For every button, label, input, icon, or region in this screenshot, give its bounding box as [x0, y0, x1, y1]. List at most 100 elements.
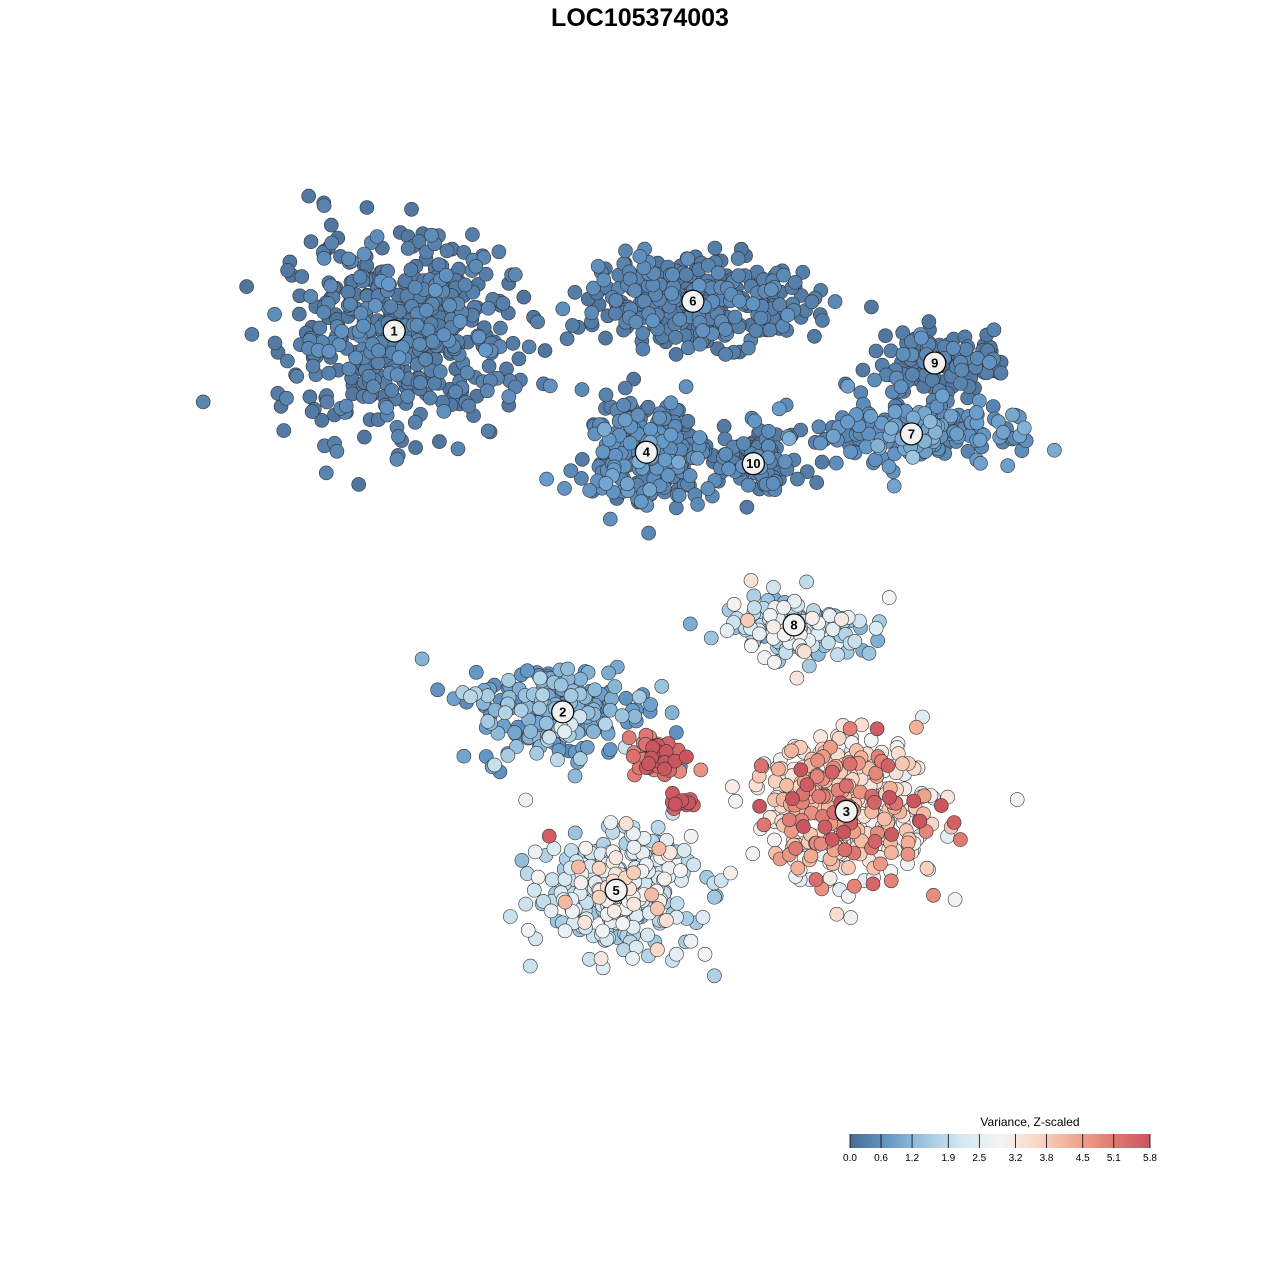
- data-point: [651, 841, 667, 856]
- data-point: [509, 739, 524, 754]
- data-point: [969, 350, 985, 366]
- data-point: [301, 188, 317, 204]
- data-point: [949, 426, 965, 442]
- data-point: [668, 330, 683, 345]
- data-point: [723, 865, 738, 881]
- chart-title: LOC105374003: [551, 4, 729, 32]
- data-point: [590, 258, 606, 274]
- data-point: [752, 798, 767, 814]
- data-point: [595, 444, 611, 460]
- data-point: [756, 817, 772, 833]
- data-point: [947, 892, 963, 907]
- data-point: [784, 743, 799, 759]
- data-point: [557, 894, 573, 910]
- data-point: [993, 365, 1009, 381]
- data-point: [884, 420, 899, 436]
- data-point: [870, 438, 886, 454]
- data-point: [741, 340, 756, 356]
- legend-tick-label: 5.1: [1107, 1153, 1121, 1164]
- cluster-label-badge: [899, 422, 924, 446]
- data-point: [291, 306, 307, 322]
- data-point: [736, 436, 751, 451]
- cluster-label-2: 2: [551, 700, 575, 724]
- data-point: [513, 702, 529, 718]
- cluster-label-badge: [741, 452, 765, 476]
- data-point: [555, 301, 571, 317]
- data-point: [500, 748, 516, 763]
- data-point: [847, 634, 863, 649]
- data-point: [1005, 407, 1020, 423]
- data-point: [762, 322, 778, 338]
- data-point: [626, 896, 642, 912]
- data-point: [811, 789, 827, 804]
- data-point: [751, 626, 767, 642]
- data-point: [861, 645, 877, 661]
- data-point: [777, 454, 793, 469]
- data-point: [303, 234, 319, 249]
- data-point: [636, 293, 652, 309]
- data-point: [660, 468, 676, 483]
- data-point: [280, 262, 295, 278]
- data-point: [616, 397, 632, 413]
- data-point: [904, 367, 920, 382]
- data-point: [836, 824, 851, 840]
- data-point: [652, 410, 667, 426]
- data-point: [719, 623, 735, 638]
- data-point: [587, 682, 603, 698]
- data-point: [438, 267, 454, 283]
- data-point: [867, 834, 883, 849]
- data-point: [321, 365, 337, 381]
- data-point: [461, 398, 477, 414]
- data-point: [316, 304, 332, 320]
- data-point: [598, 387, 614, 403]
- data-point: [329, 443, 345, 459]
- data-point: [627, 709, 643, 724]
- data-point: [804, 294, 820, 310]
- data-point: [909, 719, 924, 735]
- data-point: [790, 471, 805, 487]
- data-point: [824, 764, 840, 780]
- data-point: [526, 882, 542, 898]
- data-point: [478, 342, 493, 358]
- data-point: [793, 762, 809, 778]
- data-point: [635, 341, 651, 357]
- data-point: [468, 259, 484, 274]
- data-point: [319, 394, 335, 410]
- data-point: [628, 314, 644, 330]
- data-point: [626, 865, 641, 881]
- data-point: [1000, 458, 1016, 474]
- data-point: [436, 404, 452, 419]
- data-point: [371, 343, 386, 359]
- data-point: [615, 916, 631, 931]
- data-point: [487, 757, 502, 773]
- data-point: [411, 234, 427, 249]
- data-point: [771, 401, 787, 417]
- data-point: [680, 413, 696, 429]
- data-point: [884, 827, 900, 842]
- data-point: [407, 280, 423, 295]
- data-point: [807, 328, 822, 344]
- cluster-label-text: 6: [689, 294, 696, 309]
- data-point: [407, 414, 423, 430]
- data-point: [664, 705, 680, 721]
- data-point: [671, 488, 687, 503]
- data-point: [383, 299, 399, 314]
- data-point: [459, 365, 475, 381]
- data-point: [803, 848, 819, 864]
- data-point: [430, 682, 445, 698]
- data-point: [502, 909, 518, 924]
- data-point: [692, 430, 707, 445]
- data-point: [804, 610, 820, 626]
- data-point: [1047, 442, 1062, 458]
- data-point: [776, 600, 792, 615]
- data-point: [837, 842, 853, 858]
- data-point: [933, 798, 949, 813]
- data-point: [424, 227, 439, 243]
- data-point: [796, 819, 811, 834]
- data-point: [953, 832, 968, 847]
- data-point: [900, 846, 916, 862]
- data-point: [351, 477, 367, 492]
- data-point: [595, 923, 611, 939]
- data-point: [700, 481, 716, 496]
- data-point: [432, 364, 448, 379]
